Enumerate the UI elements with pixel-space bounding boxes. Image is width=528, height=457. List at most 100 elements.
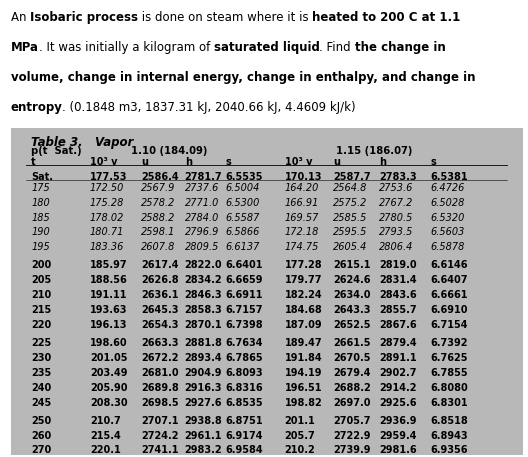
Text: 6.6401: 6.6401 bbox=[225, 260, 263, 271]
Text: 2783.3: 2783.3 bbox=[379, 172, 417, 182]
Text: 2595.5: 2595.5 bbox=[333, 228, 367, 238]
Text: 2936.9: 2936.9 bbox=[379, 416, 417, 425]
Text: 2902.7: 2902.7 bbox=[379, 368, 417, 378]
Text: 6.6146: 6.6146 bbox=[430, 260, 468, 271]
Text: 2615.1: 2615.1 bbox=[333, 260, 371, 271]
Text: 201.1: 201.1 bbox=[285, 416, 315, 425]
Text: 1.15 (186.07): 1.15 (186.07) bbox=[336, 146, 412, 156]
Text: 2925.6: 2925.6 bbox=[379, 398, 417, 408]
Text: 2586.4: 2586.4 bbox=[141, 172, 179, 182]
Text: h: h bbox=[379, 157, 386, 167]
Text: h: h bbox=[185, 157, 192, 167]
Text: 196.51: 196.51 bbox=[285, 383, 322, 393]
Text: 2587.7: 2587.7 bbox=[333, 172, 371, 182]
Text: s: s bbox=[225, 157, 231, 167]
Text: 2767.2: 2767.2 bbox=[379, 198, 414, 208]
Text: Table 3.   Vapor: Table 3. Vapor bbox=[31, 136, 134, 149]
Text: . (0.1848 m3, 1837.31 kJ, 2040.66 kJ, 4.4609 kJ/k): . (0.1848 m3, 1837.31 kJ, 2040.66 kJ, 4.… bbox=[62, 101, 356, 114]
Text: 230: 230 bbox=[31, 353, 51, 363]
Text: 2605.4: 2605.4 bbox=[333, 242, 367, 252]
Text: 191.11: 191.11 bbox=[90, 290, 127, 300]
Text: 2809.5: 2809.5 bbox=[185, 242, 219, 252]
Text: 172.18: 172.18 bbox=[285, 228, 319, 238]
Text: 6.8535: 6.8535 bbox=[225, 398, 263, 408]
Text: 2806.4: 2806.4 bbox=[379, 242, 414, 252]
Text: 2867.6: 2867.6 bbox=[379, 320, 417, 330]
Text: 6.7634: 6.7634 bbox=[225, 338, 263, 348]
Text: 2578.2: 2578.2 bbox=[141, 198, 175, 208]
Text: 2705.7: 2705.7 bbox=[333, 416, 371, 425]
Text: 6.5320: 6.5320 bbox=[430, 213, 465, 223]
Text: 6.6911: 6.6911 bbox=[225, 290, 263, 300]
Text: 2981.6: 2981.6 bbox=[379, 446, 417, 456]
Text: 225: 225 bbox=[31, 338, 51, 348]
Text: 6.5535: 6.5535 bbox=[225, 172, 263, 182]
Text: 2737.6: 2737.6 bbox=[185, 183, 219, 193]
Text: 175: 175 bbox=[31, 183, 50, 193]
Text: 2819.0: 2819.0 bbox=[379, 260, 417, 271]
Text: 198.82: 198.82 bbox=[285, 398, 322, 408]
Text: 2881.8: 2881.8 bbox=[185, 338, 223, 348]
Text: 10³ v: 10³ v bbox=[90, 157, 117, 167]
Text: 2663.3: 2663.3 bbox=[141, 338, 178, 348]
Text: Isobaric process: Isobaric process bbox=[30, 11, 138, 24]
Text: 2697.0: 2697.0 bbox=[333, 398, 371, 408]
Text: 6.6659: 6.6659 bbox=[225, 275, 263, 285]
Text: u: u bbox=[141, 157, 148, 167]
Text: 6.9174: 6.9174 bbox=[225, 430, 263, 441]
Text: 235: 235 bbox=[31, 368, 51, 378]
Text: 2858.3: 2858.3 bbox=[185, 305, 222, 315]
Text: 6.7398: 6.7398 bbox=[225, 320, 263, 330]
Text: 6.6137: 6.6137 bbox=[225, 242, 260, 252]
Text: 185: 185 bbox=[31, 213, 50, 223]
Text: 270: 270 bbox=[31, 446, 51, 456]
Text: 2781.7: 2781.7 bbox=[185, 172, 222, 182]
Text: 6.7392: 6.7392 bbox=[430, 338, 468, 348]
FancyBboxPatch shape bbox=[11, 128, 523, 455]
Text: 174.75: 174.75 bbox=[285, 242, 319, 252]
Text: 6.4726: 6.4726 bbox=[430, 183, 465, 193]
Text: 6.7865: 6.7865 bbox=[225, 353, 263, 363]
Text: 2636.1: 2636.1 bbox=[141, 290, 178, 300]
Text: 203.49: 203.49 bbox=[90, 368, 127, 378]
Text: 2661.5: 2661.5 bbox=[333, 338, 371, 348]
Text: 6.5603: 6.5603 bbox=[430, 228, 465, 238]
Text: 172.50: 172.50 bbox=[90, 183, 124, 193]
Text: 2927.6: 2927.6 bbox=[185, 398, 222, 408]
Text: 260: 260 bbox=[31, 430, 51, 441]
Text: 2722.9: 2722.9 bbox=[333, 430, 371, 441]
Text: volume, change in internal energy, change in enthalpy, and change in: volume, change in internal energy, chang… bbox=[11, 71, 475, 84]
Text: 2938.8: 2938.8 bbox=[185, 416, 222, 425]
Text: 2822.0: 2822.0 bbox=[185, 260, 222, 271]
Text: 178.02: 178.02 bbox=[90, 213, 124, 223]
Text: 2643.3: 2643.3 bbox=[333, 305, 371, 315]
Text: 6.5381: 6.5381 bbox=[430, 172, 468, 182]
Text: 6.8093: 6.8093 bbox=[225, 368, 263, 378]
Text: 220: 220 bbox=[31, 320, 51, 330]
Text: 189.47: 189.47 bbox=[285, 338, 322, 348]
Text: 2983.2: 2983.2 bbox=[185, 446, 222, 456]
Text: 2753.6: 2753.6 bbox=[379, 183, 414, 193]
Text: 2652.5: 2652.5 bbox=[333, 320, 371, 330]
Text: 205: 205 bbox=[31, 275, 51, 285]
Text: 177.28: 177.28 bbox=[285, 260, 322, 271]
Text: 6.6661: 6.6661 bbox=[430, 290, 468, 300]
Text: 198.60: 198.60 bbox=[90, 338, 128, 348]
Text: s: s bbox=[430, 157, 436, 167]
Text: 6.9584: 6.9584 bbox=[225, 446, 263, 456]
Text: 2959.4: 2959.4 bbox=[379, 430, 417, 441]
Text: 2689.8: 2689.8 bbox=[141, 383, 179, 393]
Text: 2564.8: 2564.8 bbox=[333, 183, 367, 193]
Text: 2645.3: 2645.3 bbox=[141, 305, 178, 315]
Text: 2961.1: 2961.1 bbox=[185, 430, 222, 441]
Text: 6.5300: 6.5300 bbox=[225, 198, 260, 208]
Text: 2784.0: 2784.0 bbox=[185, 213, 219, 223]
Text: 6.7154: 6.7154 bbox=[430, 320, 468, 330]
Text: 2670.5: 2670.5 bbox=[333, 353, 371, 363]
Text: 2831.4: 2831.4 bbox=[379, 275, 417, 285]
Text: 208.30: 208.30 bbox=[90, 398, 128, 408]
Text: 6.6407: 6.6407 bbox=[430, 275, 468, 285]
Text: p(t  Sat.): p(t Sat.) bbox=[31, 146, 82, 156]
Text: An: An bbox=[11, 11, 30, 24]
Text: 2724.2: 2724.2 bbox=[141, 430, 178, 441]
